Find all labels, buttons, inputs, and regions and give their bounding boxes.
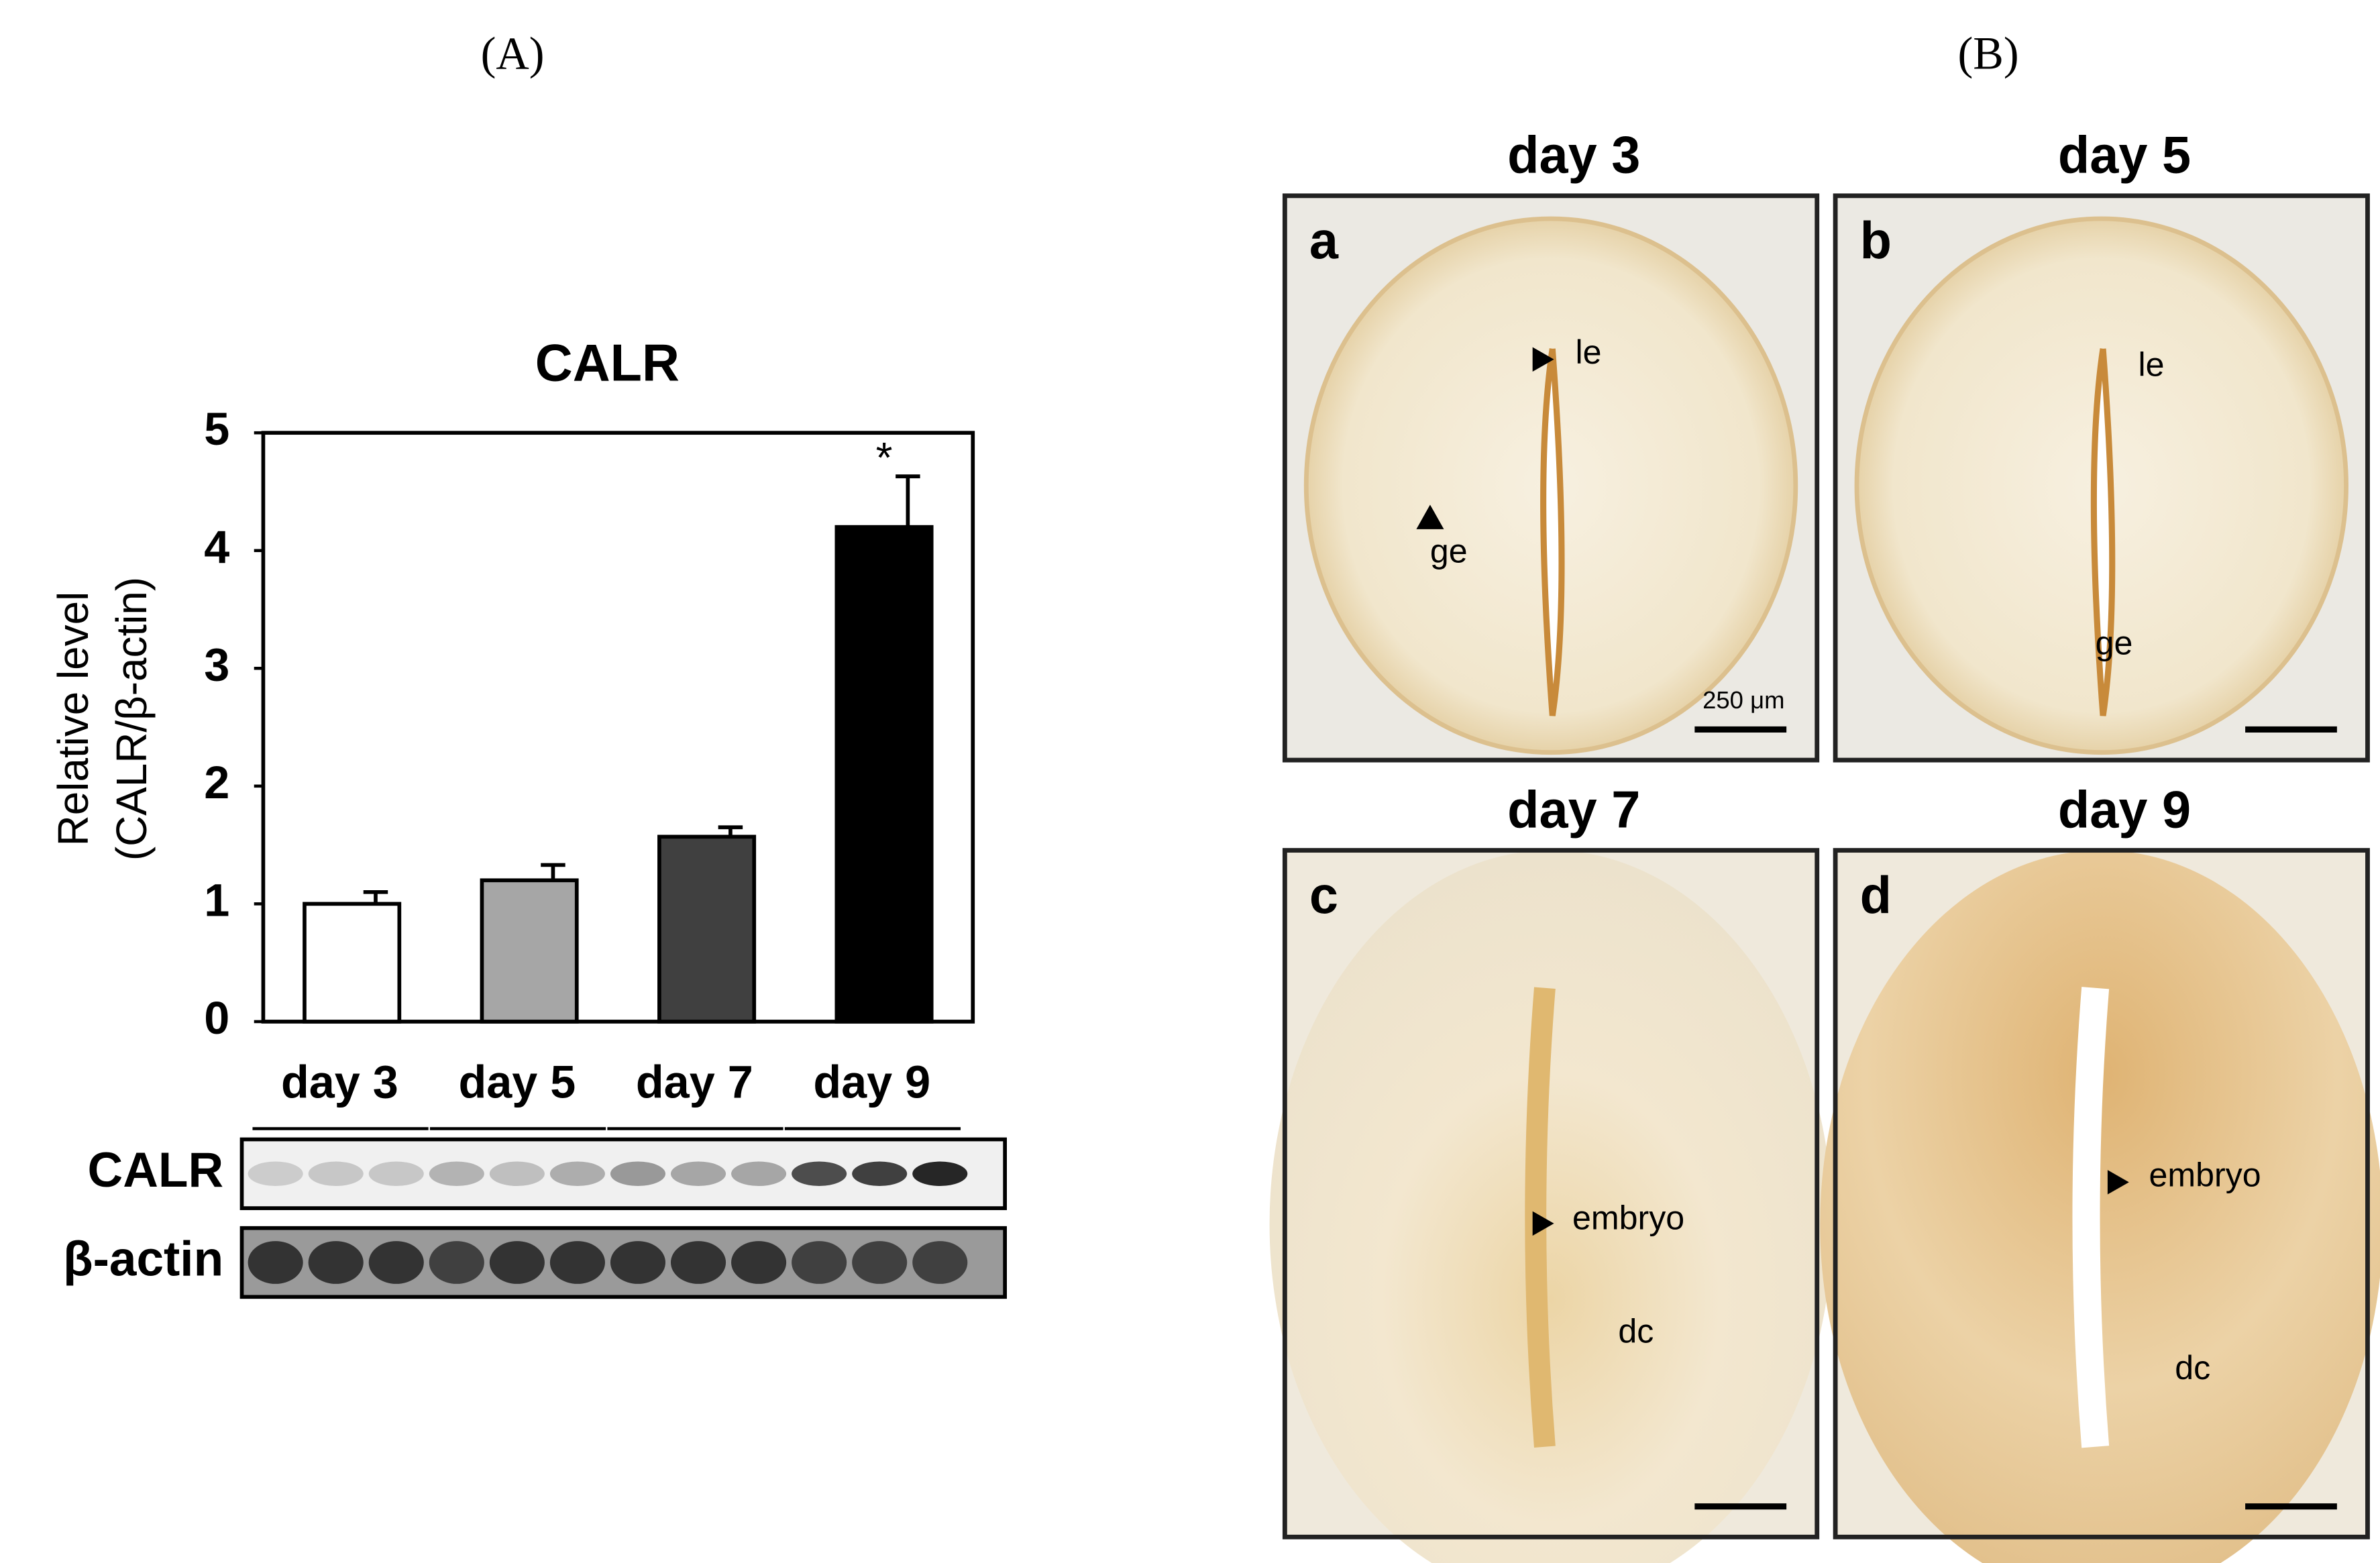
bar <box>480 878 579 1024</box>
micrograph-letter: d <box>1860 867 1892 924</box>
embryo-streak <box>2072 987 2110 1448</box>
micrograph-label: dc <box>2175 1349 2210 1387</box>
y-tick-label: 3 <box>204 639 229 690</box>
x-tick-label: day 5 <box>458 1057 576 1108</box>
micrograph-title: day 3 <box>1507 127 1640 184</box>
arrowhead <box>1532 1211 1554 1236</box>
micrograph-frame <box>1282 193 1820 763</box>
western-blot: CALR β-actin <box>63 1137 1007 1299</box>
blot-band <box>610 1241 666 1284</box>
micrograph-label: embryo <box>1572 1199 1684 1237</box>
y-axis-label: Relative level <box>49 592 97 847</box>
annotation: * <box>876 433 893 482</box>
lumen <box>1540 348 1565 716</box>
micrograph-label: ge <box>2096 624 2133 661</box>
blot-band <box>610 1161 666 1187</box>
micrograph-label: embryo <box>2149 1156 2261 1194</box>
blot-band <box>731 1161 787 1187</box>
chart-title: CALR <box>535 335 680 392</box>
blot-band <box>308 1241 364 1284</box>
lumen <box>2090 348 2116 716</box>
micrograph-label: le <box>1576 333 1602 371</box>
micrograph-frame <box>1833 193 2370 763</box>
blot-band <box>489 1161 545 1187</box>
blot-band <box>731 1241 787 1284</box>
blot-band <box>792 1241 847 1284</box>
blot-band <box>670 1161 726 1187</box>
scale-label: 250 μm <box>1702 686 1784 714</box>
blot-band <box>852 1241 908 1284</box>
blot-band <box>429 1161 484 1187</box>
blot-band <box>248 1241 303 1284</box>
arrowhead <box>2107 1170 2129 1195</box>
tissue <box>1820 850 2380 1563</box>
micrograph-label: ge <box>1430 533 1468 570</box>
blot-band <box>368 1161 424 1187</box>
blot-band <box>792 1161 847 1187</box>
blot-band <box>912 1241 968 1284</box>
arrowhead <box>1532 347 1554 372</box>
blot-band <box>912 1161 968 1187</box>
blot-band <box>308 1161 364 1187</box>
micrographs: day 3 a le ge 250 μm day 5 b le ge day 7 c embryo dc… <box>1269 127 2380 1563</box>
micrograph-letter: c <box>1309 867 1338 924</box>
blot-band <box>670 1241 726 1284</box>
x-tick-label: day 7 <box>636 1057 753 1108</box>
micrograph-title: day 7 <box>1507 781 1640 839</box>
tissue <box>1269 850 1833 1563</box>
x-tick-label: day 9 <box>813 1057 930 1108</box>
blot-band <box>852 1161 908 1187</box>
y-tick-label: 4 <box>204 522 229 573</box>
micrograph-letter: b <box>1860 212 1892 270</box>
blot-row-label: CALR <box>88 1143 224 1197</box>
micrograph-frame <box>1833 848 2370 1540</box>
micrograph-label: le <box>2139 345 2165 383</box>
blot-band <box>549 1161 605 1187</box>
arrowhead <box>1416 504 1444 529</box>
micrograph-letter: a <box>1309 212 1339 270</box>
y-tick-label: 0 <box>204 993 229 1044</box>
bar <box>303 902 402 1024</box>
panel-label: (A) <box>481 28 545 78</box>
micrograph-title: day 9 <box>2058 781 2191 839</box>
y-tick-label: 2 <box>204 757 229 808</box>
bar <box>834 525 934 1024</box>
blot-band <box>549 1241 605 1284</box>
blot-band <box>489 1241 545 1284</box>
blot-band <box>429 1241 484 1284</box>
blot-band <box>248 1161 303 1187</box>
bar <box>657 834 757 1024</box>
micrograph-label: dc <box>1618 1312 1654 1350</box>
y-tick-label: 1 <box>204 875 229 926</box>
blot-row-label: β-actin <box>63 1232 223 1286</box>
blot-band <box>368 1241 424 1284</box>
y-axis-label: (CALR/β-actin) <box>107 577 156 861</box>
x-tick-label: day 3 <box>281 1057 398 1108</box>
plot-frame <box>261 431 975 1024</box>
panel-label: (B) <box>1958 28 2019 78</box>
micrograph-frame <box>1282 848 1820 1540</box>
y-tick-label: 5 <box>204 404 229 455</box>
micrograph-title: day 5 <box>2058 127 2191 184</box>
